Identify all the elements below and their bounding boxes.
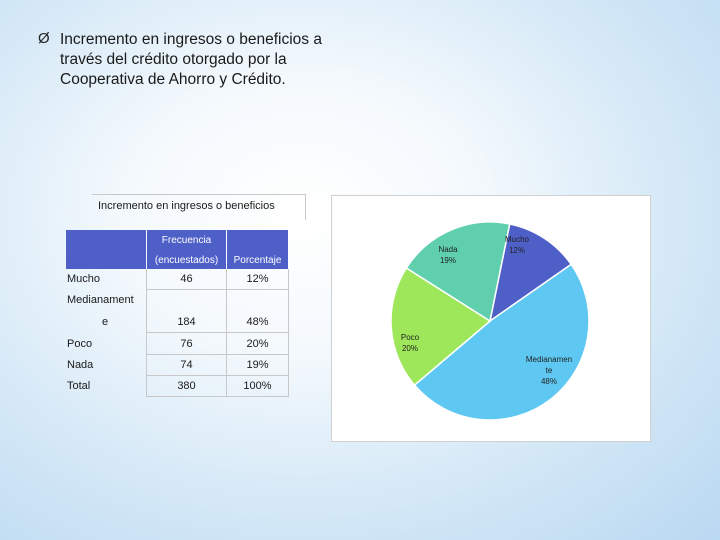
slice-label-line: 19%: [440, 256, 456, 265]
cell-porcentaje: 12%: [246, 273, 269, 285]
header-cell-empty: [66, 230, 146, 269]
cell-porcentaje: 20%: [246, 338, 269, 350]
bullet-text: Incremento en ingresos o beneficios a tr…: [60, 30, 383, 90]
row-divider: [146, 354, 289, 355]
header-frecuencia-line1: Frecuencia: [161, 235, 212, 246]
slice-label: Mucho 12%: [505, 235, 530, 255]
row-divider: [146, 396, 289, 397]
slice-label-line: Medianamen: [526, 355, 572, 364]
cell-frecuencia: 46: [180, 273, 193, 285]
row-label-nada: Nada: [67, 359, 94, 371]
row-divider: [146, 289, 289, 290]
slice-label-line: Poco: [401, 333, 420, 342]
cell-frecuencia: 76: [180, 338, 193, 350]
header-porcentaje: Porcentaje: [227, 230, 288, 269]
table-title-border: [305, 194, 306, 220]
cell-porcentaje: 19%: [246, 359, 269, 371]
row-divider: [146, 332, 289, 333]
header-frecuencia-line2: (encuestados): [154, 255, 219, 266]
table-title-border: [92, 194, 306, 195]
slice-label-line: 48%: [541, 377, 557, 386]
row-label-poco: Poco: [67, 338, 93, 350]
arrow-bullet-icon: Ø: [38, 30, 50, 47]
slice-label: Medianamen te 48%: [526, 355, 572, 386]
header-porcentaje-label: Porcentaje: [233, 255, 282, 266]
slice-label-line: 12%: [509, 246, 525, 255]
row-label-medianamente: Medianament: [67, 294, 134, 306]
bullet-line: través del crédito otorgado por la: [60, 51, 287, 68]
pie-slice: [390, 266, 492, 387]
cell-frecuencia: 380: [177, 380, 196, 392]
cell-porcentaje: 100%: [243, 380, 272, 392]
row-label-mucho: Mucho: [67, 273, 101, 285]
bullet-line: Cooperativa de Ahorro y Crédito.: [60, 71, 286, 88]
bullet-line: Incremento en ingresos o beneficios a: [60, 31, 322, 48]
slice-label-line: Nada: [438, 245, 458, 254]
cell-frecuencia: 74: [180, 359, 193, 371]
slice-label: Poco 20%: [401, 333, 420, 353]
pie-chart: Mucho 12% Medianamen te 48% Poco 20% Nada 19%: [390, 221, 590, 421]
slice-label-line: 20%: [402, 344, 418, 353]
pie-slice: [413, 263, 590, 421]
table-title: Incremento en ingresos o beneficios: [98, 200, 275, 212]
slice-label: Nada 19%: [438, 245, 458, 265]
cell-porcentaje: 48%: [246, 316, 269, 328]
row-label-total: Total: [67, 380, 91, 392]
slice-label-line: te: [546, 366, 553, 375]
row-divider: [146, 375, 289, 376]
slice-label-line: Mucho: [505, 235, 530, 244]
cell-frecuencia: 184: [177, 316, 196, 328]
header-frecuencia: Frecuencia (encuestados): [147, 230, 226, 269]
pie-slice: [488, 223, 573, 323]
pie-slice: [405, 221, 511, 323]
row-label-medianamente-wrap: e: [102, 316, 109, 328]
bullet-heading: Ø Incremento en ingresos o beneficios a …: [38, 30, 383, 90]
